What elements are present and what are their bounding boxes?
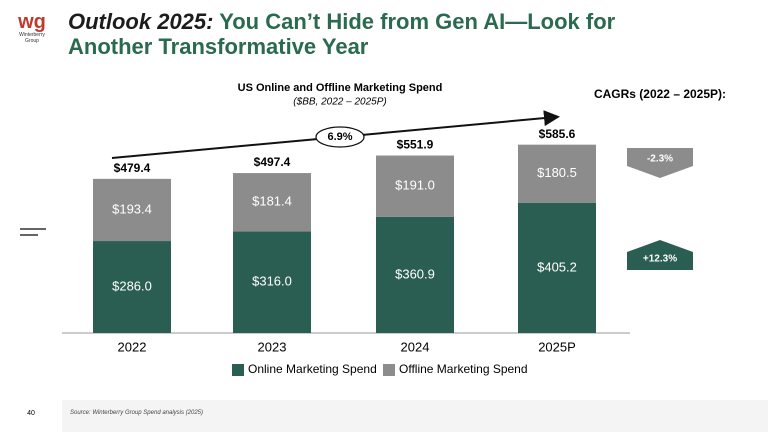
bar-segment	[93, 178, 171, 242]
cagr-badge	[627, 148, 693, 178]
legend-swatch	[383, 364, 395, 376]
source-note: Source: Winterberry Group Spend analysis…	[70, 410, 204, 416]
value-label: $191.0	[395, 178, 435, 193]
total-label: $497.4	[254, 155, 291, 169]
value-label: $181.4	[252, 194, 292, 209]
value-label: $316.0	[252, 274, 292, 289]
logo-text: Winterberry Group	[19, 32, 45, 44]
bar-segment	[518, 144, 596, 203]
x-tick-label: 2023	[258, 339, 287, 354]
x-tick-label: 2025P	[538, 339, 576, 354]
total-label: $551.9	[397, 138, 434, 152]
bar-segment	[93, 241, 171, 333]
cagr-label: -2.3%	[647, 154, 673, 165]
bar-segment	[233, 173, 311, 232]
title-rest: You Can’t Hide from Gen AI—Look for Anot…	[68, 9, 616, 59]
bar-segment	[376, 155, 454, 217]
legend-label: Online Marketing Spend	[248, 362, 377, 376]
chart-title: US Online and Offline Marketing Spend	[238, 82, 443, 94]
bar-segment	[376, 216, 454, 333]
bar-segment	[518, 202, 596, 333]
x-tick-label: 2024	[401, 339, 430, 354]
footer-bar	[0, 400, 768, 432]
value-label: $286.0	[112, 278, 152, 293]
growth-label: 6.9%	[327, 131, 352, 143]
logo-mark: wg	[18, 11, 46, 33]
cagr-badge	[627, 240, 693, 270]
total-label: $585.6	[539, 127, 576, 141]
page-number: 40	[0, 400, 62, 432]
cagr-title: CAGRs (2022 – 2025P):	[594, 87, 726, 101]
legend-swatch	[232, 364, 244, 376]
logo: wg Winterberry Group	[14, 12, 50, 44]
chart-subtitle: ($BB, 2022 – 2025P)	[293, 97, 386, 108]
value-label: $405.2	[537, 259, 577, 274]
total-label: $479.4	[114, 161, 151, 175]
title-lead: Outlook 2025:	[68, 9, 214, 34]
cagr-label: +12.3%	[643, 254, 677, 265]
legend-label: Offline Marketing Spend	[399, 362, 528, 376]
value-label: $180.5	[537, 165, 577, 180]
value-label: $193.4	[112, 201, 152, 216]
growth-badge	[315, 126, 365, 148]
value-label: $360.9	[395, 266, 435, 281]
x-tick-label: 2022	[118, 339, 147, 354]
slide-title: Outlook 2025: You Can’t Hide from Gen AI…	[68, 9, 688, 59]
bar-segment	[233, 231, 311, 333]
